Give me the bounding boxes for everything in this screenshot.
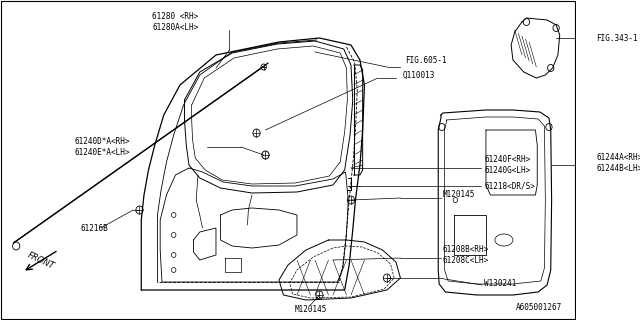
Text: 61216B: 61216B [81,223,108,233]
Text: 61280 <RH>
61280A<LH>: 61280 <RH> 61280A<LH> [152,12,198,32]
Text: Q110013: Q110013 [403,70,435,79]
Text: 61244A<RH>
61244B<LH>: 61244A<RH> 61244B<LH> [596,153,640,173]
Text: 61240D*A<RH>
61240E*A<LH>: 61240D*A<RH> 61240E*A<LH> [75,137,131,157]
Text: 61218<DR/S>: 61218<DR/S> [484,181,535,190]
Text: 61240F<RH>
61240G<LH>: 61240F<RH> 61240G<LH> [484,155,531,175]
Text: 61208B<RH>
61208C<LH>: 61208B<RH> 61208C<LH> [443,245,489,265]
Text: FIG.343-1: FIG.343-1 [596,34,638,43]
Text: W130241: W130241 [484,278,516,287]
Text: M120145: M120145 [294,306,326,315]
Text: FIG.605-1: FIG.605-1 [405,55,447,65]
Text: A605001267: A605001267 [516,303,563,312]
Text: M120145: M120145 [443,189,475,198]
Text: FRONT: FRONT [26,251,56,271]
